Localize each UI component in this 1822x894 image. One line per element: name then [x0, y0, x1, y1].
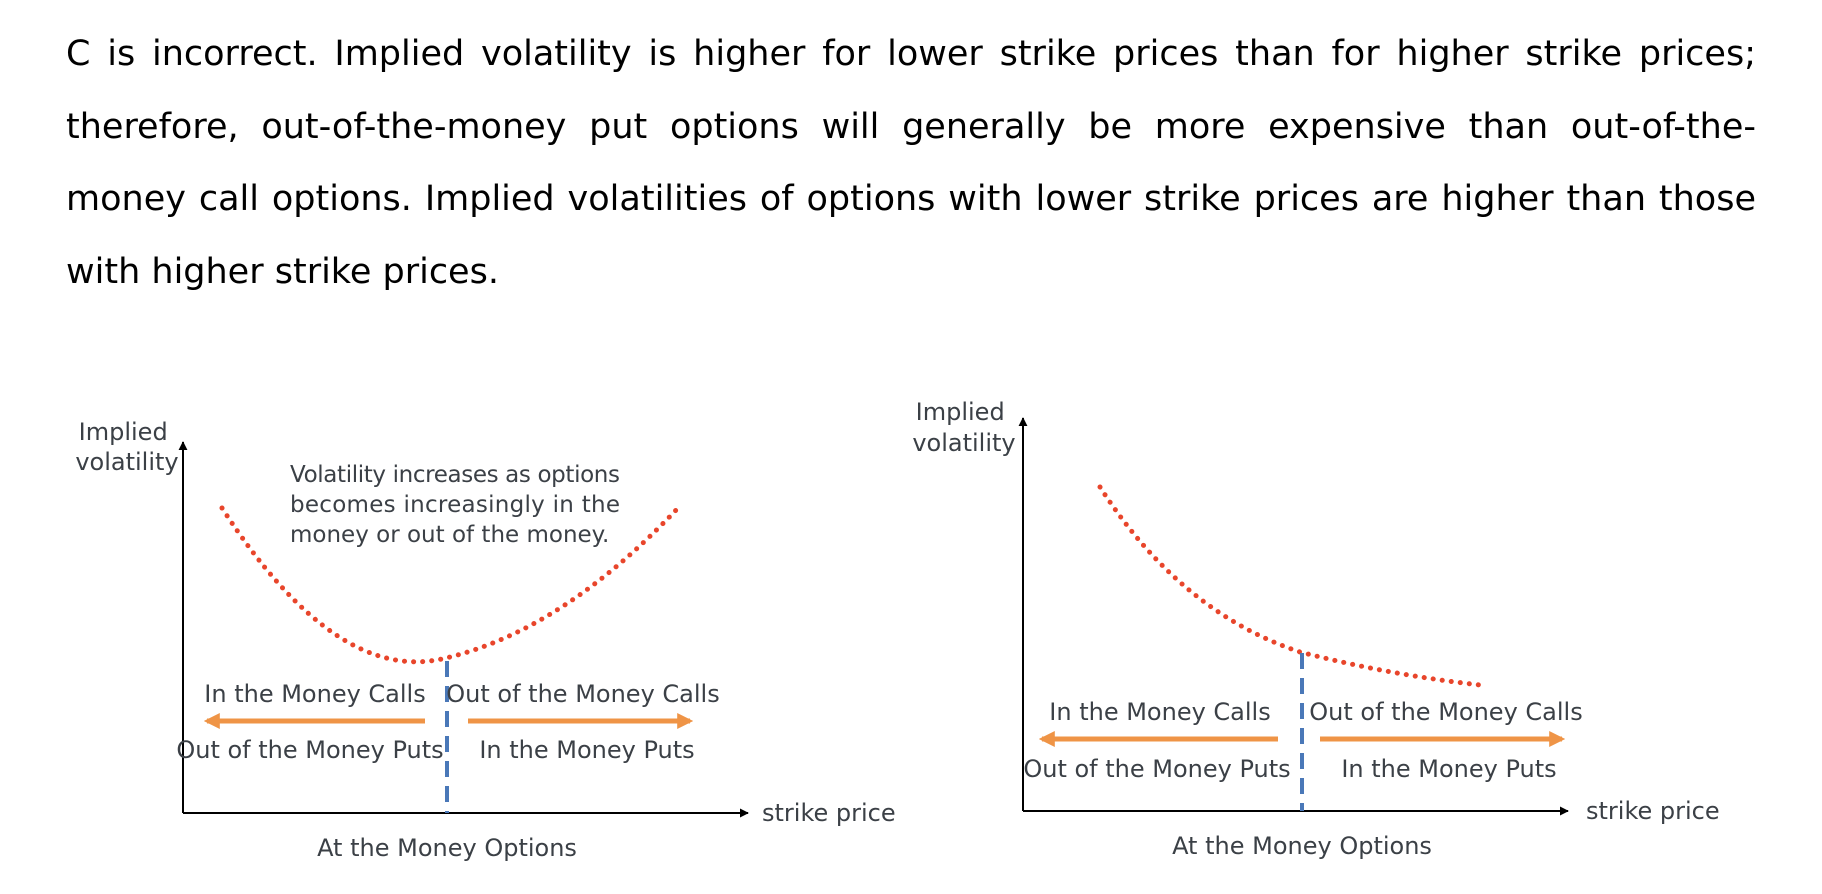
smile-right-bottom-label: In the Money Puts	[479, 736, 694, 764]
smile-annotation: Volatility increases as options becomes …	[290, 462, 628, 548]
skew-left-top-label: In the Money Calls	[1049, 698, 1270, 726]
smile-left-bottom-label: Out of the Money Puts	[176, 736, 443, 764]
skew-atm-label: At the Money Options	[1172, 832, 1432, 860]
skew-left-bottom-label: Out of the Money Puts	[1023, 755, 1290, 783]
skew-curve	[1097, 484, 1483, 688]
skew-chart: Implied volatility strike price In the M…	[912, 398, 1719, 860]
smile-chart: Implied volatility strike price Volatili…	[75, 418, 895, 862]
smile-x-axis-label: strike price	[762, 799, 896, 827]
skew-right-bottom-label: In the Money Puts	[1341, 755, 1556, 783]
smile-atm-label: At the Money Options	[317, 834, 577, 862]
smile-right-top-label: Out of the Money Calls	[446, 680, 719, 708]
smile-curve	[219, 505, 681, 665]
skew-right-top-label: Out of the Money Calls	[1309, 698, 1582, 726]
skew-x-axis-label: strike price	[1586, 797, 1720, 825]
skew-y-axis-label: Implied volatility	[912, 398, 1015, 457]
explanation-paragraph: C is incorrect. Implied volatility is hi…	[66, 34, 1756, 292]
smile-left-top-label: In the Money Calls	[204, 680, 425, 708]
smile-y-axis-label: Implied volatility	[75, 418, 178, 476]
